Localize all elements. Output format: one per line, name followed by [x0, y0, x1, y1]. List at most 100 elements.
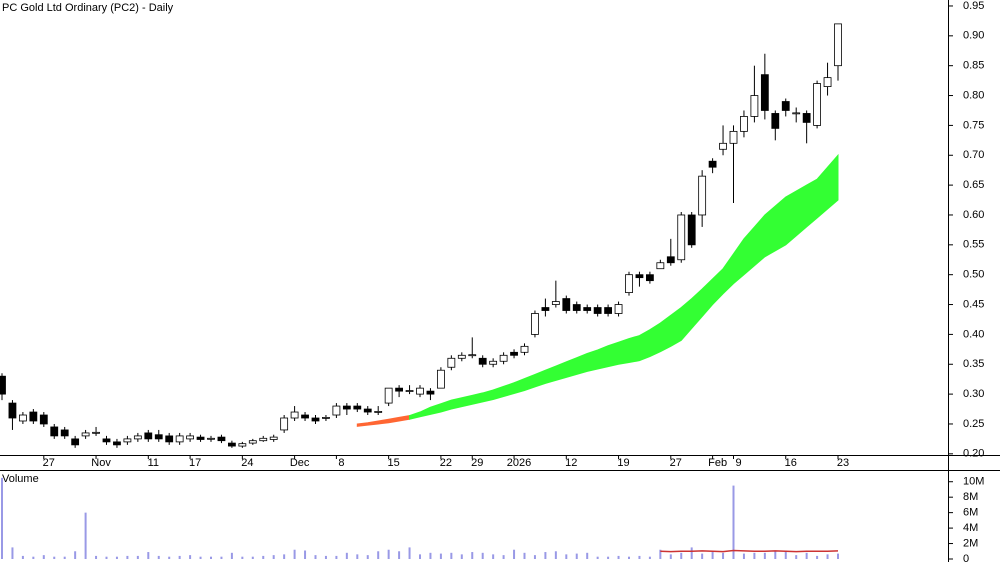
candle-body: [834, 23, 842, 67]
candle-body: [280, 417, 289, 431]
volume-average: [660, 549, 839, 553]
volume-bar: [837, 553, 839, 559]
volume-bar: [481, 552, 484, 559]
candle-body: [342, 405, 351, 410]
volume-bar: [680, 552, 683, 559]
candle-body: [217, 436, 226, 442]
candle-body: [290, 411, 299, 419]
x-tick-label: 15: [388, 457, 400, 469]
candle-body: [562, 298, 571, 311]
x-tick-label: 17: [189, 457, 201, 469]
volume-bar: [439, 553, 442, 559]
volume-bar: [429, 552, 432, 559]
candle-body: [113, 441, 121, 446]
candle-body: [792, 112, 801, 115]
volume-bar: [283, 554, 286, 559]
candle-body: [593, 307, 602, 314]
volume-bar: [32, 556, 35, 559]
x-tick-label: Dec: [290, 457, 310, 469]
candle-body: [698, 175, 707, 216]
volume-bar: [742, 553, 745, 559]
volume-bar: [826, 554, 829, 559]
candle-body: [248, 440, 257, 444]
volume-bar: [795, 555, 798, 559]
candle-body: [740, 116, 748, 132]
volume-bar: [648, 556, 651, 559]
candle-body: [133, 435, 142, 440]
y-tick-label: 0.50: [963, 269, 984, 281]
candle-body: [687, 214, 696, 246]
volume-bar: [105, 556, 108, 559]
candle-body: [666, 256, 675, 264]
candle-body: [499, 354, 508, 362]
x-tick-label: 11: [148, 457, 159, 469]
candle-body: [510, 351, 518, 356]
volume-bar: [502, 555, 505, 559]
y-tick-label: 0.65: [963, 179, 984, 191]
volume-bar: [21, 555, 24, 559]
candle-body: [677, 214, 686, 261]
candle-body: [353, 405, 362, 410]
volume-bar: [722, 552, 725, 559]
candle-body: [311, 417, 320, 422]
candle-body: [29, 411, 38, 422]
volume-bar: [450, 552, 453, 559]
volume-bar: [628, 556, 630, 559]
volume-bar: [607, 556, 610, 559]
volume-bar: [157, 555, 160, 559]
candle-body: [750, 95, 759, 117]
volume-bar: [732, 485, 735, 559]
y-tick-label: 0.35: [963, 358, 984, 370]
candle-body: [259, 437, 268, 442]
candle-body: [144, 432, 153, 440]
volume-bar: [659, 549, 662, 559]
x-tick-label: Feb: [708, 457, 727, 469]
volume-bar: [293, 549, 296, 559]
volume-bar: [784, 552, 787, 559]
candle-body: [71, 438, 80, 446]
volume-bar: [11, 547, 14, 559]
candle-body: [625, 274, 633, 293]
y-tick-label: 0.25: [963, 418, 984, 430]
volume-bar: [241, 556, 244, 559]
candle-body: [447, 357, 456, 368]
volume-bar: [168, 556, 171, 559]
candle-body: [416, 387, 424, 395]
candle-body: [395, 387, 404, 392]
y-tick-label: 6M: [963, 507, 978, 519]
volume-bar: [460, 554, 463, 559]
y-tick-label: 0.45: [963, 298, 984, 310]
candle-body: [614, 304, 623, 314]
candle-body: [771, 113, 780, 129]
volume-bar: [366, 555, 369, 559]
candle-body: [646, 274, 654, 282]
y-tick-label: 0.20: [963, 448, 984, 460]
volume-bar: [617, 555, 620, 559]
volume-bar: [136, 555, 139, 559]
candle-body: [531, 313, 539, 335]
candle-body: [604, 307, 612, 314]
y-tick-label: 4M: [963, 522, 978, 534]
band: [409, 153, 839, 420]
y-tick-label: 8M: [963, 491, 978, 503]
candle-body: [363, 408, 372, 413]
candle-body: [18, 414, 27, 422]
volume-bar: [189, 555, 192, 559]
candle-body: [436, 369, 445, 389]
volume-bar: [199, 556, 202, 559]
y-tick-label: 0.95: [963, 0, 984, 12]
candle-body: [332, 405, 341, 416]
candle-body: [0, 375, 6, 395]
volume-bar: [356, 554, 359, 559]
volume-bar: [387, 549, 390, 559]
x-tick-label: 22: [440, 457, 452, 469]
candle-body: [8, 402, 17, 419]
candle-body: [196, 436, 205, 440]
volume-bar: [816, 555, 819, 559]
candle-body: [656, 262, 665, 270]
volume-bar: [419, 554, 421, 559]
candle-body: [102, 438, 111, 443]
volume-bar: [596, 556, 599, 559]
candle-body: [39, 414, 48, 425]
